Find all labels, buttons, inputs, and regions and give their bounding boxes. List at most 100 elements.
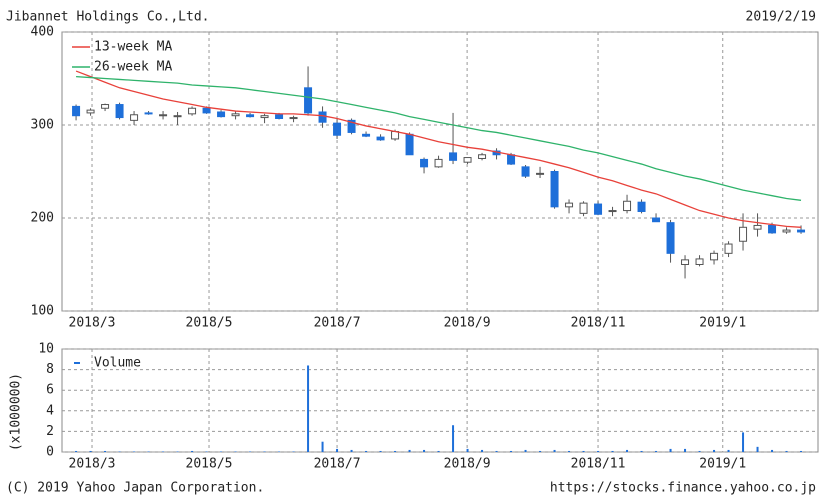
candle-body — [681, 259, 690, 266]
candle-body — [565, 202, 574, 208]
candle-body — [724, 243, 733, 254]
volume-bar — [510, 450, 513, 452]
candle-body — [449, 152, 458, 161]
y-tick-label: 400 — [31, 25, 54, 40]
x-tick-label: 2018/5 — [186, 457, 233, 472]
volume-bar — [481, 449, 484, 452]
candle-body — [246, 114, 255, 118]
volume-bar — [582, 450, 585, 452]
volume-bar — [423, 449, 426, 452]
candle-body — [637, 201, 646, 212]
candle-body — [101, 104, 110, 109]
candle-body — [797, 229, 806, 233]
volume-bar — [785, 450, 788, 452]
volume-bar — [452, 425, 455, 452]
x-tick-label: 2018/9 — [444, 457, 491, 472]
volume-bar — [350, 449, 353, 452]
volume-bar — [89, 450, 92, 452]
candle-body — [478, 154, 487, 159]
candle-body — [420, 158, 429, 168]
candle-body — [86, 109, 95, 114]
volume-bar — [147, 451, 150, 452]
candle-body — [173, 115, 182, 118]
y-tick-label: 6 — [46, 383, 54, 398]
candle-body — [695, 258, 704, 266]
candle-body — [782, 229, 791, 233]
candle-body — [536, 172, 545, 175]
volume-bar — [771, 449, 774, 452]
y-tick-label: 2 — [46, 424, 54, 439]
volume-bar — [640, 450, 643, 452]
volume-bar — [133, 451, 136, 452]
candle-body — [550, 171, 559, 208]
volume-bar — [118, 451, 121, 452]
candle-body — [579, 202, 588, 214]
volume-bar — [176, 451, 179, 452]
candle-body — [739, 226, 748, 242]
candle-body — [710, 252, 719, 261]
volume-bar — [713, 449, 716, 452]
volume-bar — [437, 450, 440, 452]
volume-bar — [539, 450, 542, 452]
x-tick-label: 2019/1 — [699, 457, 746, 472]
volume-bar — [655, 450, 658, 452]
x-tick-label: 2018/7 — [314, 457, 361, 472]
source-url: https://stocks.finance.yahoo.co.jp — [550, 481, 816, 496]
volume-bar — [307, 365, 310, 452]
volume-bar — [568, 450, 571, 452]
volume-bar — [611, 450, 614, 452]
y-tick-label: 100 — [31, 304, 54, 319]
candle-body — [521, 166, 530, 177]
volume-bar — [466, 448, 469, 452]
candle-body — [318, 111, 327, 123]
legend-label: 26-week MA — [94, 60, 172, 75]
x-tick-label: 2018/3 — [69, 316, 116, 331]
y-tick-label: 4 — [46, 403, 54, 418]
x-tick-label: 2018/9 — [444, 316, 491, 331]
volume-bar — [220, 451, 223, 452]
y-axis-label: (x1000000) — [9, 373, 24, 451]
volume-bar — [365, 450, 368, 452]
candle-body — [753, 224, 762, 230]
volume-bar — [800, 450, 803, 452]
candle-body — [608, 210, 617, 213]
volume-bar — [597, 450, 600, 452]
volume-bar — [553, 449, 556, 452]
volume-bar — [234, 451, 237, 452]
copyright: (C) 2019 Yahoo Japan Corporation. — [6, 481, 264, 496]
volume-bar — [263, 451, 266, 452]
candle-body — [434, 158, 443, 168]
y-tick-label: 8 — [46, 362, 54, 377]
chart-title: Jibannet Holdings Co.,Ltd. — [6, 10, 210, 25]
candle-body — [188, 107, 197, 115]
candle-body — [217, 111, 226, 118]
candle-body — [275, 114, 284, 119]
y-tick-label: 10 — [38, 342, 54, 357]
x-tick-label: 2019/1 — [699, 316, 746, 331]
candle-body — [347, 119, 356, 133]
volume-bar — [408, 449, 411, 452]
candle-body — [362, 133, 371, 137]
candle-body — [333, 122, 342, 136]
volume-bar — [626, 449, 629, 452]
candle-body — [144, 112, 153, 115]
candle-body — [289, 117, 298, 120]
volume-bar — [698, 450, 701, 452]
volume-bar — [495, 450, 498, 452]
y-tick-label: 200 — [31, 211, 54, 226]
candle-body — [115, 104, 124, 119]
date: 2019/2/19 — [746, 10, 816, 25]
candle-body — [202, 107, 211, 114]
candle-body — [231, 113, 240, 117]
volume-bar — [727, 449, 730, 452]
ma-line — [75, 70, 802, 228]
candle-body — [304, 87, 313, 114]
volume-bar — [162, 451, 165, 452]
volume-panel — [61, 348, 819, 453]
candle-body — [159, 114, 168, 117]
candle-body — [666, 222, 675, 254]
candle-body — [623, 200, 632, 212]
candle-body — [652, 217, 661, 223]
volume-bar — [379, 450, 382, 452]
